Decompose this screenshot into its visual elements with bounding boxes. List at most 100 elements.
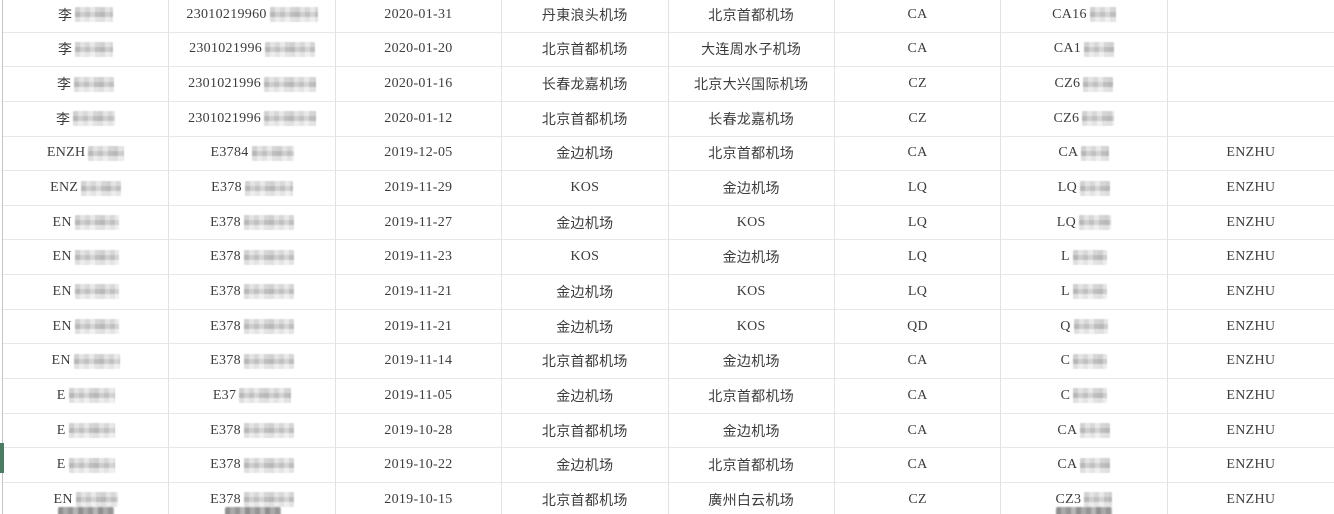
cell-flight-number[interactable]: CA — [1001, 448, 1168, 483]
cell-passenger-name[interactable]: EN — [3, 344, 170, 380]
cell-flight-date[interactable]: 2019-11-23 — [335, 240, 503, 276]
cell-departure-airport[interactable]: KOS — [502, 240, 669, 276]
cell-passenger-name-en[interactable]: ENZHU — [1167, 240, 1334, 276]
cell-flight-date[interactable]: 2019-11-14 — [335, 344, 503, 380]
cell-id-number[interactable]: E378 — [169, 482, 336, 514]
cell-arrival-airport[interactable]: 金边机场 — [668, 171, 835, 206]
cell-id-number[interactable]: E378 — [169, 240, 336, 276]
cell-arrival-airport[interactable]: KOS — [668, 205, 835, 241]
cell-arrival-airport[interactable]: 北京大兴国际机场 — [668, 67, 835, 102]
cell-arrival-airport[interactable]: KOS — [668, 309, 835, 345]
cell-departure-airport[interactable]: 金边机场 — [502, 275, 669, 310]
cell-flight-number[interactable]: L — [1001, 275, 1168, 310]
cell-departure-airport[interactable]: 北京首都机场 — [502, 482, 669, 514]
cell-arrival-airport[interactable]: 北京首都机场 — [668, 136, 835, 172]
cell-passenger-name[interactable]: EN — [3, 482, 170, 514]
cell-id-number[interactable]: 2301021996 — [169, 101, 336, 137]
cell-passenger-name-en[interactable]: ENZHU — [1167, 206, 1334, 241]
cell-id-number[interactable]: E378 — [169, 171, 336, 206]
cell-departure-airport[interactable]: 金边机场 — [502, 448, 669, 483]
cell-passenger-name-en[interactable] — [1167, 33, 1334, 68]
cell-flight-date[interactable]: 2019-11-21 — [335, 275, 503, 310]
cell-flight-date[interactable]: 2020-01-12 — [335, 101, 503, 137]
cell-passenger-name[interactable]: EN — [3, 309, 170, 345]
cell-arrival-airport[interactable]: 金边机场 — [668, 344, 835, 380]
cell-airline-code[interactable]: LQ — [834, 275, 1002, 310]
cell-id-number[interactable]: 2301021996 — [169, 32, 336, 68]
cell-flight-date[interactable]: 2019-10-22 — [335, 448, 503, 483]
cell-passenger-name-en[interactable] — [1167, 0, 1334, 33]
cell-id-number[interactable]: 23010219960 — [169, 0, 336, 33]
cell-airline-code[interactable]: LQ — [834, 171, 1002, 206]
cell-airline-code[interactable]: CA — [834, 0, 1002, 33]
cell-airline-code[interactable]: LQ — [834, 205, 1002, 241]
cell-arrival-airport[interactable]: 金边机场 — [668, 413, 835, 449]
cell-departure-airport[interactable]: 金边机场 — [502, 136, 669, 172]
cell-flight-number[interactable]: CZ6 — [1001, 67, 1168, 102]
cell-passenger-name[interactable]: E — [3, 448, 170, 483]
cell-passenger-name[interactable]: EN — [3, 205, 170, 241]
cell-departure-airport[interactable]: 丹東浪头机场 — [502, 0, 669, 33]
cell-departure-airport[interactable]: 北京首都机场 — [502, 344, 669, 380]
cell-passenger-name-en[interactable]: ENZHU — [1167, 448, 1334, 483]
cell-id-number[interactable]: 2301021996 — [169, 67, 336, 102]
cell-id-number[interactable]: E3784 — [169, 136, 336, 172]
cell-flight-date[interactable]: 2020-01-16 — [335, 67, 503, 102]
cell-passenger-name-en[interactable]: ENZHU — [1168, 483, 1334, 514]
cell-arrival-airport[interactable]: 长春龙嘉机场 — [668, 101, 835, 137]
cell-id-number[interactable]: E378 — [169, 205, 336, 241]
cell-id-number[interactable]: E378 — [169, 309, 336, 345]
cell-arrival-airport[interactable]: 廣州白云机场 — [669, 482, 835, 514]
cell-departure-airport[interactable]: 长春龙嘉机场 — [502, 67, 669, 102]
cell-flight-number[interactable]: CZ3 — [1001, 482, 1168, 514]
cell-passenger-name[interactable]: E — [3, 413, 170, 449]
cell-flight-number[interactable]: CA — [1001, 413, 1168, 449]
cell-flight-number[interactable]: C — [1001, 379, 1168, 414]
cell-departure-airport[interactable]: 北京首都机场 — [502, 413, 669, 449]
cell-flight-number[interactable]: CA1 — [1001, 32, 1168, 68]
cell-flight-date[interactable]: 2019-11-05 — [335, 379, 503, 414]
cell-flight-number[interactable]: CA16 — [1001, 0, 1168, 33]
cell-passenger-name[interactable]: E — [3, 379, 170, 414]
cell-flight-number[interactable]: CA — [1001, 136, 1168, 172]
cell-arrival-airport[interactable]: 北京首都机场 — [668, 0, 835, 33]
cell-passenger-name[interactable]: 李 — [3, 67, 170, 102]
cell-passenger-name-en[interactable]: ENZHU — [1167, 275, 1334, 310]
cell-passenger-name-en[interactable]: ENZHU — [1167, 344, 1334, 380]
cell-passenger-name-en[interactable]: ENZHU — [1167, 379, 1334, 414]
cell-passenger-name-en[interactable]: ENZHU — [1167, 171, 1334, 206]
cell-id-number[interactable]: E37 — [169, 379, 336, 414]
cell-passenger-name[interactable]: 李 — [3, 0, 170, 33]
cell-flight-date[interactable]: 2020-01-20 — [335, 32, 503, 68]
cell-departure-airport[interactable]: KOS — [502, 171, 669, 206]
cell-flight-number[interactable]: C — [1001, 344, 1168, 380]
cell-airline-code[interactable]: CA — [834, 413, 1002, 449]
cell-passenger-name-en[interactable]: ENZHU — [1167, 310, 1334, 345]
cell-flight-date[interactable]: 2019-11-27 — [335, 205, 503, 241]
cell-airline-code[interactable]: LQ — [834, 240, 1002, 276]
cell-passenger-name-en[interactable]: ENZHU — [1167, 137, 1334, 172]
cell-flight-date[interactable]: 2019-10-28 — [335, 413, 503, 449]
cell-flight-number[interactable]: Q — [1001, 309, 1168, 345]
cell-passenger-name-en[interactable] — [1167, 67, 1334, 102]
cell-airline-code[interactable]: CA — [834, 379, 1002, 414]
cell-airline-code[interactable]: CZ — [835, 482, 1002, 514]
cell-departure-airport[interactable]: 北京首都机场 — [502, 32, 669, 68]
cell-passenger-name[interactable]: EN — [3, 240, 170, 276]
cell-flight-date[interactable]: 2019-10-15 — [336, 482, 503, 514]
cell-arrival-airport[interactable]: 大连周水子机场 — [668, 32, 835, 68]
cell-departure-airport[interactable]: 北京首都机场 — [502, 101, 669, 137]
cell-arrival-airport[interactable]: 金边机场 — [668, 240, 835, 276]
cell-flight-number[interactable]: L — [1001, 240, 1168, 276]
cell-flight-number[interactable]: CZ6 — [1001, 101, 1168, 137]
cell-departure-airport[interactable]: 金边机场 — [502, 379, 669, 414]
cell-passenger-name-en[interactable] — [1167, 102, 1334, 137]
cell-airline-code[interactable]: CZ — [834, 67, 1002, 102]
cell-flight-date[interactable]: 2020-01-31 — [335, 0, 503, 33]
cell-airline-code[interactable]: QD — [834, 309, 1002, 345]
cell-passenger-name[interactable]: ENZ — [3, 171, 170, 206]
cell-passenger-name[interactable]: 李 — [3, 32, 170, 68]
cell-flight-date[interactable]: 2019-12-05 — [335, 136, 503, 172]
cell-arrival-airport[interactable]: 北京首都机场 — [668, 379, 835, 414]
cell-id-number[interactable]: E378 — [169, 275, 336, 310]
